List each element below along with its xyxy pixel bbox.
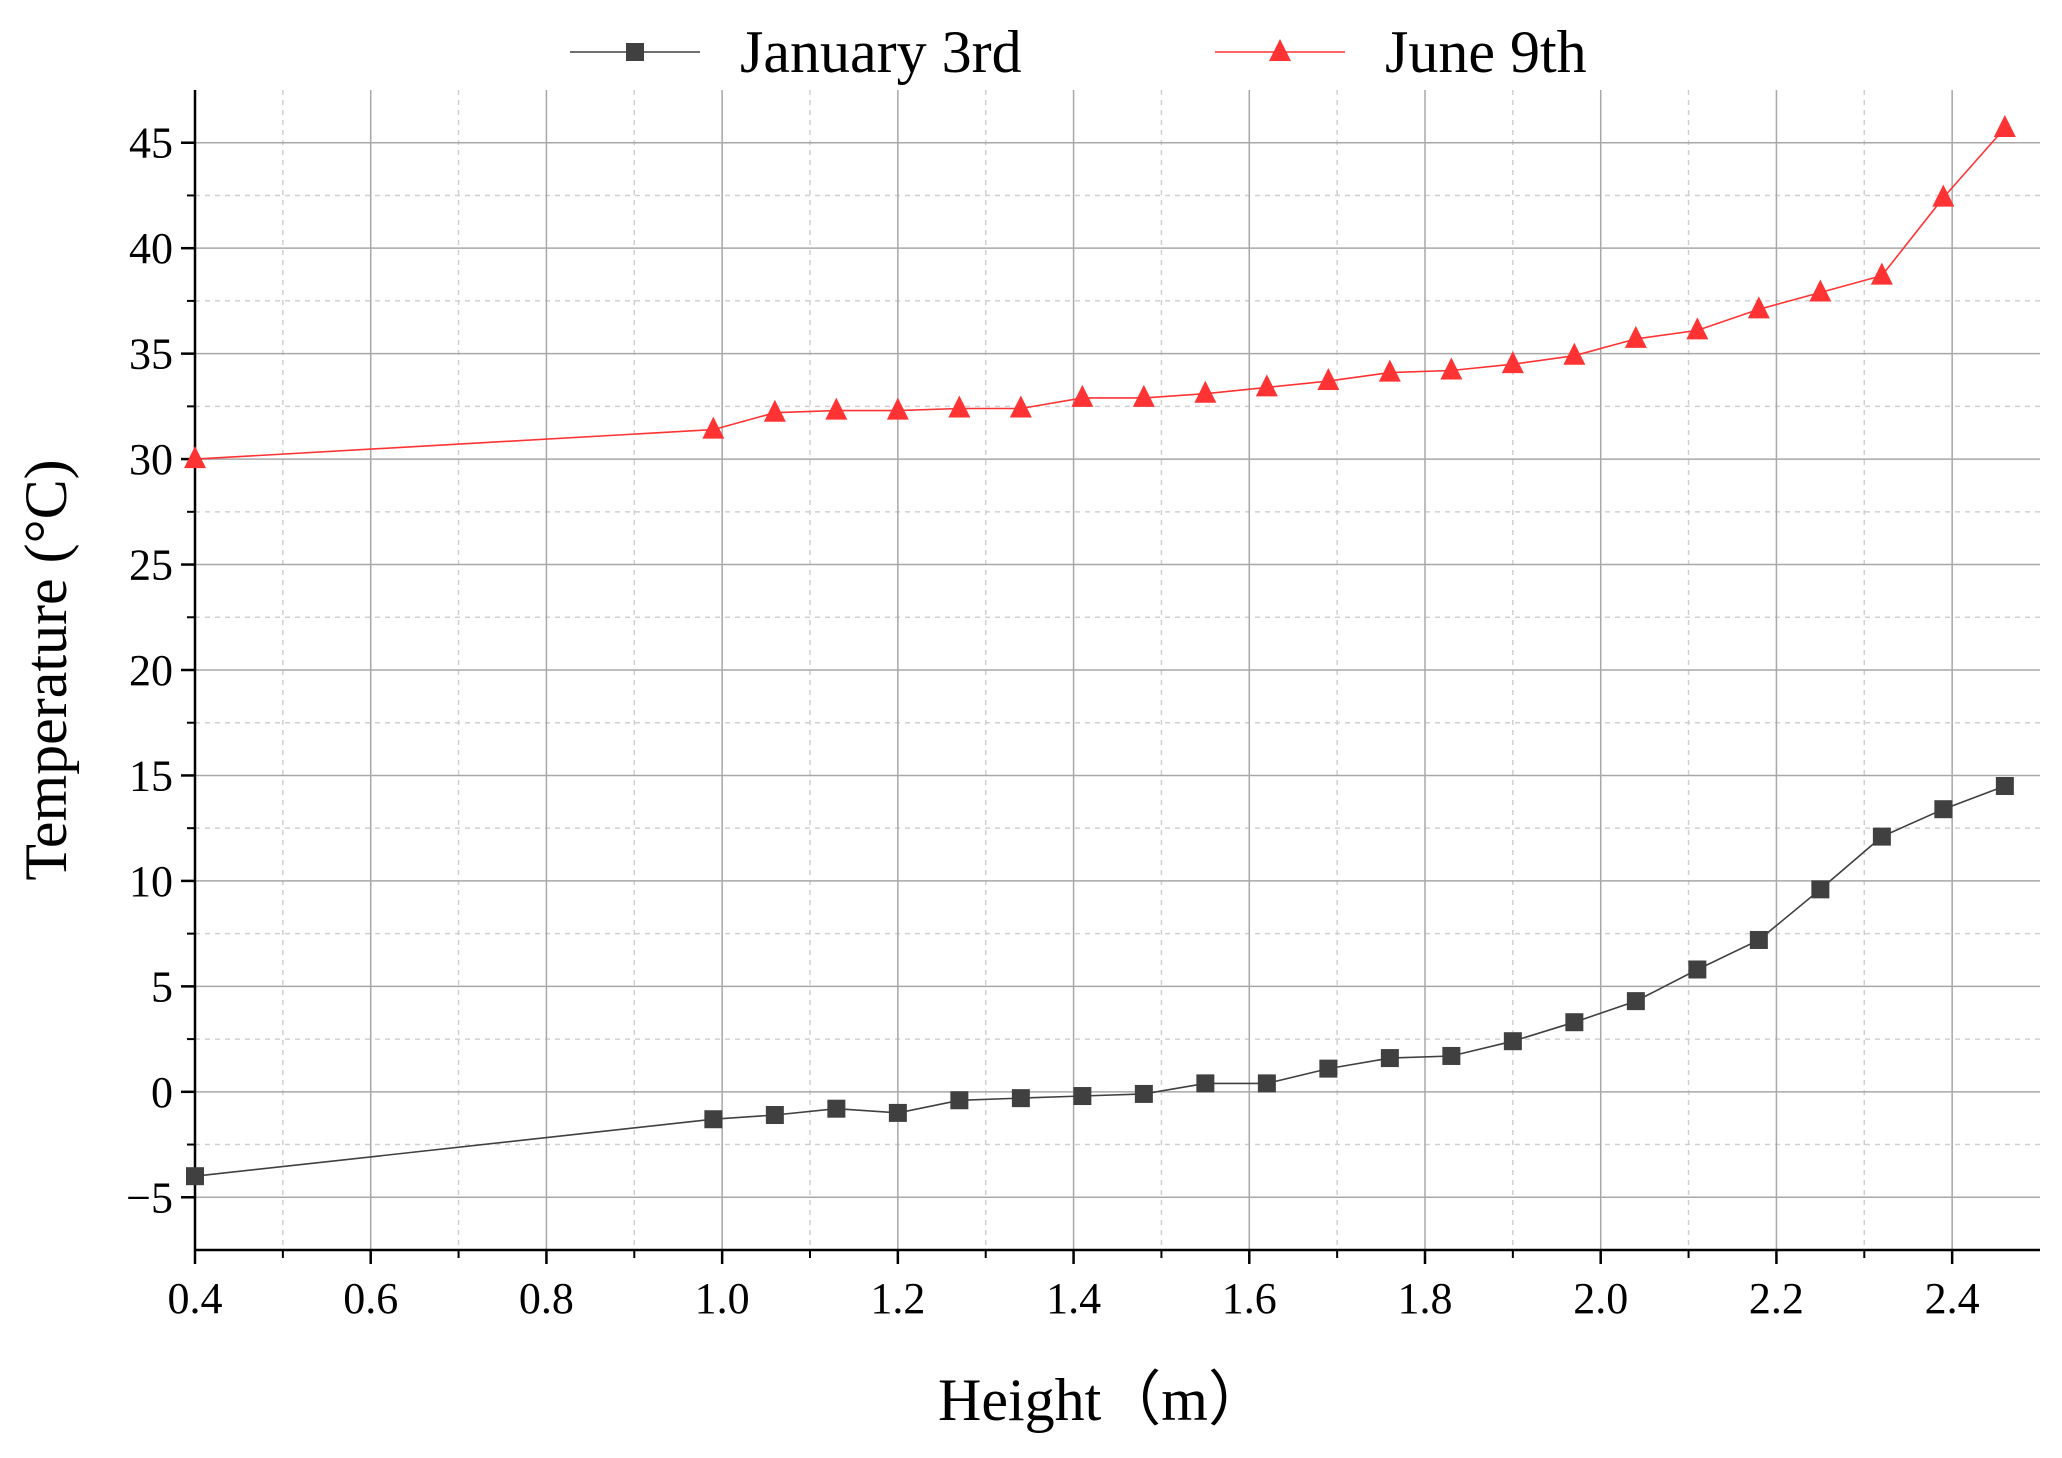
data-point-january-3rd (1872, 827, 1891, 846)
legend-label: June 9th (1385, 19, 1587, 85)
data-point-january-3rd (1196, 1074, 1215, 1093)
data-point-june-9th (1870, 262, 1893, 285)
data-point-june-9th (702, 416, 725, 439)
data-point-january-3rd (704, 1110, 723, 1129)
data-point-june-9th (1194, 380, 1217, 403)
data-point-june-9th (1132, 384, 1155, 407)
data-point-june-9th (763, 399, 786, 422)
x-tick-label: 2.0 (1573, 1274, 1628, 1323)
data-point-june-9th (948, 395, 971, 418)
data-point-january-3rd (1011, 1089, 1030, 1108)
series (184, 114, 2016, 1186)
data-point-january-3rd (1995, 777, 2014, 795)
x-tick-label: 1.0 (695, 1274, 750, 1323)
data-point-june-9th (1624, 325, 1647, 348)
data-point-january-3rd (950, 1091, 969, 1110)
data-point-january-3rd (186, 1167, 204, 1186)
y-tick-label: 45 (129, 119, 173, 168)
y-tick-label: 20 (129, 646, 173, 695)
data-point-january-3rd (1811, 880, 1830, 899)
x-axis-title: Height（m） (938, 1367, 1268, 1433)
x-tick-label: 2.4 (1925, 1274, 1980, 1323)
data-point-january-3rd (1319, 1059, 1338, 1078)
y-tick-label: 0 (151, 1068, 173, 1117)
data-point-june-9th (184, 446, 206, 469)
y-tick-label: 5 (151, 962, 173, 1011)
data-point-january-3rd (1565, 1013, 1584, 1032)
data-point-june-9th (1009, 395, 1032, 418)
x-tick-label: 0.4 (168, 1274, 223, 1323)
data-point-june-9th (1317, 368, 1340, 391)
grid (194, 90, 2040, 1250)
data-point-june-9th (1747, 296, 1770, 319)
data-point-january-3rd (1257, 1074, 1276, 1093)
data-point-june-9th (1378, 359, 1401, 382)
data-point-january-3rd (888, 1103, 907, 1122)
data-point-january-3rd (1503, 1032, 1522, 1051)
data-point-january-3rd (827, 1099, 846, 1118)
x-tick-label: 1.6 (1222, 1274, 1277, 1323)
x-tick-label: 1.2 (870, 1274, 925, 1323)
data-point-june-9th (1809, 279, 1832, 302)
series-june-9th (184, 114, 2016, 469)
data-point-june-9th (1932, 184, 1955, 207)
y-tick-label: 15 (129, 751, 173, 800)
data-point-january-3rd (1380, 1049, 1399, 1068)
x-tick-label: 2.2 (1749, 1274, 1804, 1323)
x-tick-label: 1.8 (1398, 1274, 1453, 1323)
axes: 0.4 0.6 0.8 1.0 1.2 1.4 1.6 1.8 2.0 2.2 2.4 −5 0 5 10 1… (126, 90, 2040, 1323)
data-point-january-3rd (1934, 800, 1953, 819)
x-tick-label: 0.8 (519, 1274, 574, 1323)
data-point-january-3rd (1749, 930, 1768, 949)
y-tick-label: 25 (129, 541, 173, 590)
y-tick-label: 10 (129, 857, 173, 906)
data-point-june-9th (1255, 374, 1278, 397)
data-point-june-9th (1686, 317, 1709, 340)
x-tick-label: 0.6 (343, 1274, 398, 1323)
legend-item-june-9th: June 9th (1215, 19, 1587, 85)
data-point-june-9th (1501, 351, 1524, 374)
data-point-january-3rd (1442, 1046, 1461, 1065)
y-tick-label: 30 (129, 435, 173, 484)
legend: January 3rd June 9th (570, 19, 1587, 85)
data-point-january-3rd (1134, 1084, 1153, 1103)
series-line-january-3rd (194, 785, 2006, 1177)
legend-item-january-3rd: January 3rd (570, 19, 1022, 85)
y-axis-title: Temperature (°C) (13, 459, 79, 880)
y-tick-label: −5 (126, 1173, 173, 1222)
data-point-january-3rd (765, 1106, 784, 1125)
data-point-june-9th (825, 397, 848, 420)
data-point-january-3rd (1626, 992, 1645, 1011)
data-point-june-9th (1563, 342, 1586, 365)
legend-label: January 3rd (740, 19, 1022, 85)
legend-swatch-marker (626, 43, 644, 61)
data-point-june-9th (1071, 384, 1094, 407)
data-point-june-9th (1993, 114, 2016, 137)
data-point-january-3rd (1073, 1087, 1092, 1106)
series-january-3rd (186, 777, 2014, 1186)
data-point-june-9th (886, 397, 909, 420)
series-line-june-9th (194, 127, 2006, 460)
legend-swatch-marker (1269, 39, 1291, 61)
data-point-january-3rd (1688, 960, 1707, 979)
y-tick-label: 35 (129, 330, 173, 379)
data-point-june-9th (1440, 357, 1463, 380)
x-tick-label: 1.4 (1046, 1274, 1101, 1323)
y-tick-label: 40 (129, 224, 173, 273)
